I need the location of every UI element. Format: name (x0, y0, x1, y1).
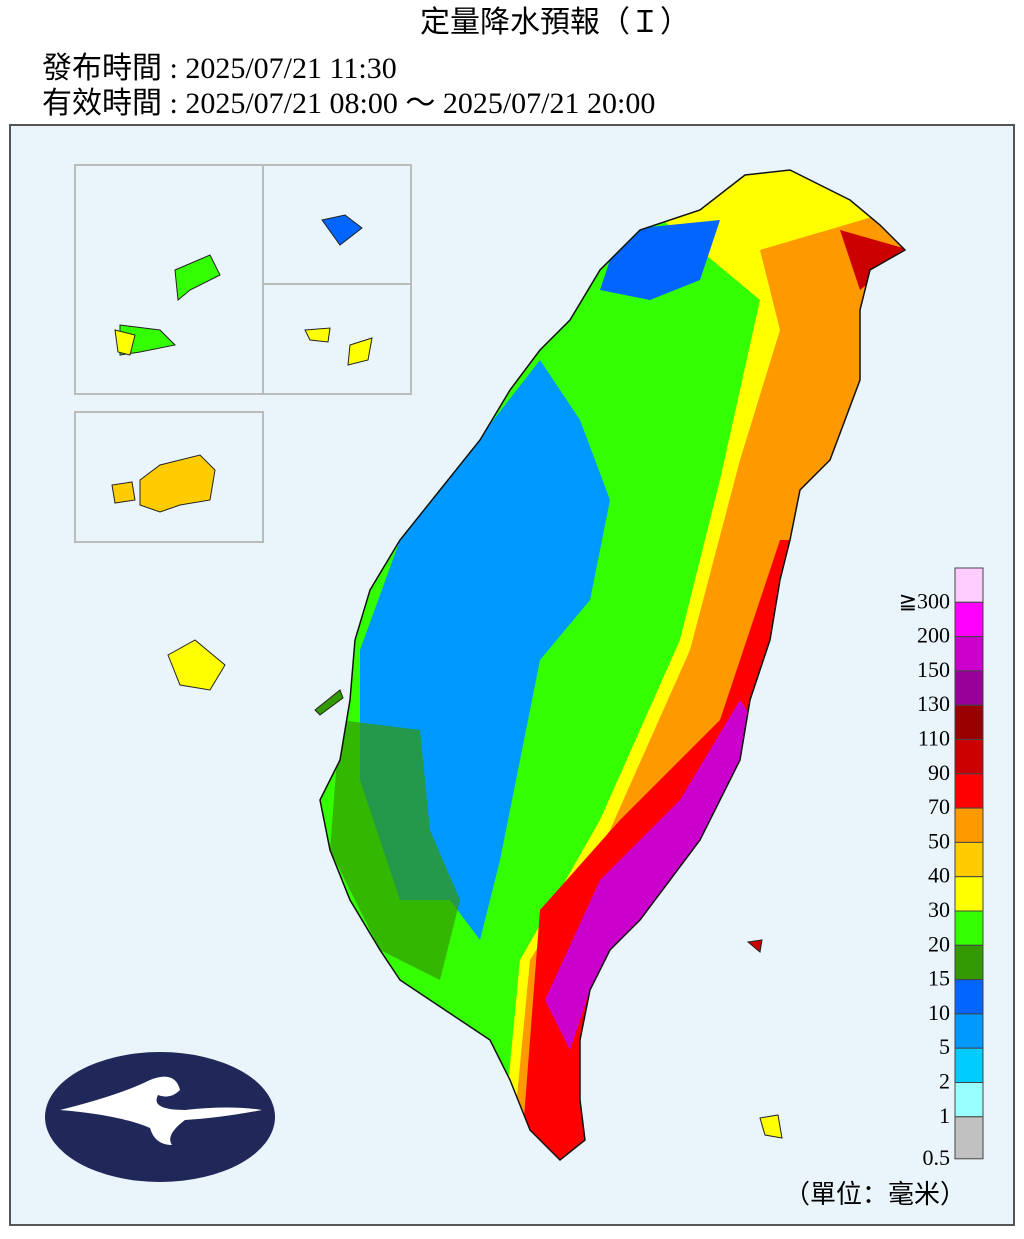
legend-swatch (954, 1013, 984, 1049)
legend-label: 10 (928, 1000, 950, 1025)
legend-label: 0.5 (923, 1145, 951, 1170)
legend-label: 200 (917, 623, 950, 648)
legend-swatch (954, 979, 984, 1015)
legend-label: 70 (928, 794, 950, 819)
issued-time: 發布時間 : 2025/07/21 11:30 (42, 52, 397, 85)
legend-swatch (954, 636, 984, 672)
legend-swatch (954, 704, 984, 741)
legend-swatch (954, 773, 984, 809)
islands (111, 214, 783, 1139)
legend-swatch (954, 910, 984, 946)
inset-boxes (74, 164, 412, 543)
legend-swatch (954, 807, 984, 843)
legend-label: 130 (917, 691, 950, 716)
legend-swatch (954, 670, 984, 706)
legend-label: 90 (928, 760, 950, 785)
legend-label: 50 (928, 828, 950, 853)
valid-time: 有效時間 : 2025/07/21 08:00 ～ 2025/07/21 20:… (42, 87, 655, 120)
logo (45, 1052, 275, 1182)
legend: ≧300 200 150 130 110 90 70 50 40 30 20 15 10 5 2 1 0.5 (899, 567, 984, 1170)
title: 定量降水預報（Ｉ） (420, 6, 690, 39)
legend-label: 20 (928, 931, 950, 956)
legend-swatch (954, 876, 984, 912)
legend-swatch (954, 944, 984, 981)
legend-label: 5 (939, 1034, 950, 1059)
legend-label: 30 (928, 897, 950, 922)
legend-swatch (954, 1082, 984, 1118)
legend-swatch (954, 1116, 984, 1160)
legend-swatch (954, 567, 984, 603)
legend-label: 110 (918, 726, 950, 751)
legend-label: 150 (917, 657, 950, 682)
unit-label: （單位：毫米） (784, 1180, 966, 1209)
legend-label: ≧300 (899, 588, 950, 613)
legend-label: 40 (928, 863, 950, 888)
legend-swatch (954, 1047, 984, 1083)
legend-label: 2 (939, 1069, 950, 1094)
legend-swatch (954, 739, 984, 775)
legend-swatch (954, 841, 984, 878)
legend-label: 15 (928, 966, 950, 991)
legend-label: 1 (939, 1103, 950, 1128)
legend-swatch (954, 601, 984, 638)
